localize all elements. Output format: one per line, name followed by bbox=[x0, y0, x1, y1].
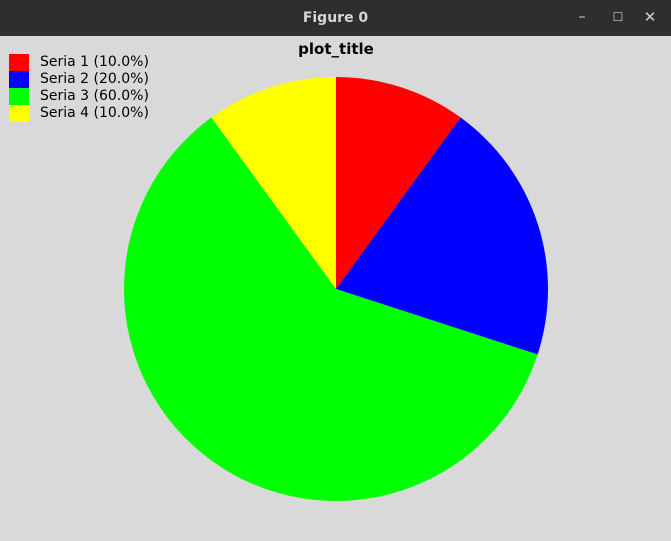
legend-swatch bbox=[9, 105, 29, 122]
legend-label: Seria 4 (10.0%) bbox=[40, 105, 149, 121]
legend-label: Seria 1 (10.0%) bbox=[40, 54, 149, 70]
legend-swatch bbox=[9, 54, 29, 71]
pie-slice-4 bbox=[211, 77, 336, 289]
plot-title: plot_title bbox=[298, 40, 374, 58]
pie-slice-2 bbox=[336, 117, 548, 355]
legend-label: Seria 3 (60.0%) bbox=[40, 88, 149, 104]
pie-slice-1 bbox=[336, 77, 461, 289]
legend-label: Seria 2 (20.0%) bbox=[40, 71, 149, 87]
pie-slice-3 bbox=[123, 117, 538, 502]
close-button[interactable]: ✕ bbox=[643, 8, 657, 26]
maximize-button[interactable]: ☐ bbox=[612, 10, 624, 24]
minimize-button[interactable]: – bbox=[578, 9, 586, 25]
legend-swatch bbox=[9, 88, 29, 105]
window-title: Figure 0 bbox=[302, 10, 369, 26]
legend-swatch bbox=[9, 71, 29, 88]
window-titlebar: Figure 0 – ☐ ✕ bbox=[0, 0, 671, 36]
